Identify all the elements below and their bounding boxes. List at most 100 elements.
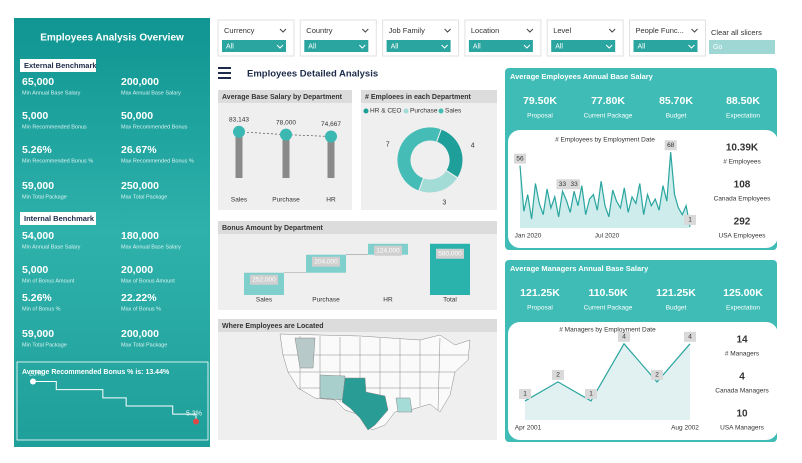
state[interactable] — [319, 374, 346, 401]
metric-label: Max Recommended Bonus % — [121, 158, 194, 164]
lollipop-head — [325, 130, 337, 143]
chart-title: Average Recommended Bonus % is: 13.44% — [22, 369, 170, 376]
legend-label: Purchase — [410, 108, 438, 115]
stat-label: # Employees — [723, 159, 761, 166]
data-label: 56 — [516, 155, 524, 162]
dropdown-value: All — [391, 43, 399, 50]
label-bg — [436, 248, 464, 259]
chevron — [444, 28, 451, 33]
chart-title: # Managers by Employment Date — [559, 327, 656, 334]
metric-label: Min Total Package — [22, 342, 67, 348]
metric-value: 54,000 — [22, 230, 54, 242]
category-label: Purchase — [312, 297, 340, 304]
chevron — [441, 44, 448, 49]
data-label: 2 — [556, 372, 560, 379]
slicer-label: Currency — [224, 26, 255, 35]
data-label: 5.3% — [186, 410, 202, 417]
data-label: 33 — [570, 181, 578, 188]
data-label: 4 — [471, 143, 475, 150]
stick — [282, 134, 290, 178]
metric-value: 50,000 — [121, 110, 153, 122]
label-bg — [664, 140, 677, 151]
stat-value: 10 — [736, 409, 748, 420]
card-title: Average Employees Annual Base Salary — [510, 72, 654, 81]
state[interactable] — [294, 337, 316, 369]
metric-label: Min of Bonus Amount — [22, 278, 75, 284]
data-label: 1 — [688, 217, 692, 224]
state[interactable] — [395, 397, 413, 413]
chevron — [276, 44, 284, 49]
dropdown[interactable] — [633, 40, 698, 52]
legend-dot — [438, 108, 444, 114]
metric-value: 20,000 — [121, 264, 153, 276]
kpi-label: Proposal — [527, 305, 553, 312]
metric-value: 22.22% — [121, 292, 157, 304]
legend-dot — [403, 108, 409, 114]
metric-value: 200,000 — [121, 76, 159, 88]
panel-title: Employees Analysis Overview — [40, 33, 184, 44]
kpi-value: 121.25K — [520, 287, 560, 299]
dropdown-value: All — [638, 43, 646, 50]
stick — [235, 131, 243, 178]
legend-label: Sales — [445, 108, 462, 115]
slicer-label: Country — [306, 26, 333, 35]
menu-icon[interactable] — [218, 67, 231, 79]
section-heading: Internal Benchmark — [24, 214, 95, 223]
metric-label: Max Recommended Bonus — [121, 124, 188, 130]
kpi-value: 79.50K — [523, 95, 557, 107]
metric-label: Max Total Package — [121, 194, 167, 200]
dropdown-value: All — [226, 43, 234, 50]
metric-label: Min Annual Base Salary — [22, 90, 81, 96]
left-panel — [14, 18, 210, 447]
data-label: 3 — [442, 200, 446, 207]
metric-value: 65,000 — [22, 76, 54, 88]
stat-label: USA Managers — [720, 425, 764, 432]
dropdown[interactable] — [304, 40, 369, 52]
data-label: 83,143 — [229, 117, 249, 124]
data-label: 20% — [29, 370, 43, 377]
category-label: Purchase — [272, 197, 300, 204]
metric-value: 26.67% — [121, 144, 157, 156]
kpi-value: 77.80K — [591, 95, 625, 107]
dropdown[interactable] — [551, 40, 616, 52]
stat-value: 14 — [736, 335, 748, 346]
label-bg — [514, 153, 526, 164]
state[interactable] — [341, 377, 389, 431]
metric-value: 250,000 — [121, 180, 159, 192]
kpi-label: Budget — [666, 305, 687, 312]
stat-value: 292 — [734, 217, 751, 228]
go-label: Go — [713, 44, 722, 51]
label-bg — [519, 388, 531, 399]
panel-title: Average Base Salary by Department — [222, 94, 343, 101]
label-bg — [585, 388, 597, 399]
data-label: 78,000 — [276, 119, 296, 126]
dropdown[interactable] — [222, 40, 286, 52]
section-heading-bg — [20, 59, 96, 72]
chevron — [358, 44, 366, 49]
metric-label: Min Annual Base Salary — [22, 244, 81, 250]
category-label: HR — [383, 297, 393, 304]
stat-value: 4 — [739, 372, 745, 383]
legend-label: HR & CEO — [370, 108, 401, 115]
stick — [327, 136, 335, 178]
dropdown[interactable] — [386, 40, 451, 52]
metric-label: Min Recommended Bonus — [22, 124, 87, 130]
data-label: 124,000 — [376, 247, 400, 254]
category-label: Sales — [256, 297, 273, 304]
slicer-label: People Func... — [636, 26, 684, 35]
label-bg — [374, 245, 402, 256]
label-bg — [618, 331, 630, 342]
kpi-label: Expectation — [726, 113, 760, 120]
data-label: 1 — [589, 391, 593, 398]
card-title: Average Managers Annual Base Salary — [510, 264, 649, 273]
chevron — [688, 44, 695, 49]
category-label: HR — [326, 197, 336, 204]
kpi-label: Expectation — [726, 305, 760, 312]
metric-label: Max Annual Base Salary — [121, 90, 181, 96]
dropdown[interactable] — [468, 40, 533, 52]
us-map — [279, 333, 471, 431]
go-button[interactable] — [709, 40, 775, 54]
category-label: Total — [443, 297, 457, 304]
donut-slice — [396, 126, 442, 192]
kpi-label: Budget — [666, 113, 687, 120]
